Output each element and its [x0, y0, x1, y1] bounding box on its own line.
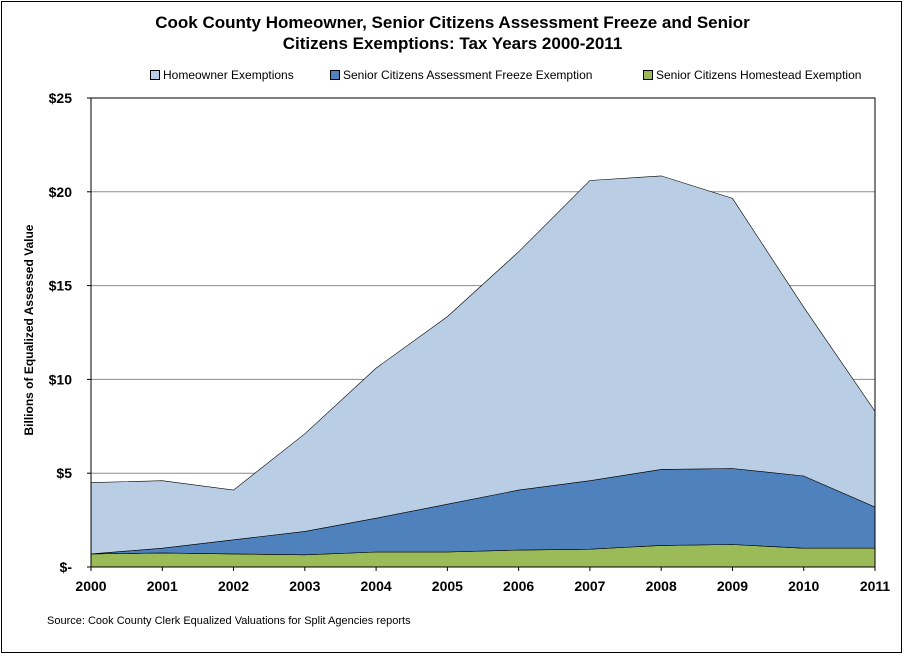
- chart-title-line-2: Citizens Exemptions: Tax Years 2000-2011: [282, 34, 623, 53]
- legend-item-homeowner: Homeowner Exemptions: [150, 68, 294, 82]
- legend-swatch-homeowner: [150, 70, 160, 80]
- x-tick-label-1: 2001: [147, 578, 178, 594]
- chart-title-line-1: Cook County Homeowner, Senior Citizens A…: [155, 13, 750, 32]
- source-note: Source: Cook County Clerk Equalized Valu…: [47, 615, 411, 627]
- legend-item-freeze: Senior Citizens Assessment Freeze Exempt…: [330, 68, 592, 82]
- x-tick-label-9: 2009: [717, 578, 748, 594]
- y-tick-label-4: $20: [49, 184, 73, 200]
- y-tick-label-0: $-: [60, 559, 73, 575]
- legend-swatch-freeze: [330, 70, 340, 80]
- legend-item-homestead: Senior Citizens Homestead Exemption: [643, 68, 861, 82]
- x-tick-label-2: 2002: [218, 578, 249, 594]
- x-tick-label-5: 2005: [432, 578, 463, 594]
- y-tick-label-5: $25: [49, 90, 73, 106]
- x-tick-label-7: 2007: [574, 578, 605, 594]
- legend-label-freeze: Senior Citizens Assessment Freeze Exempt…: [343, 68, 593, 82]
- y-tick-label-1: $5: [56, 465, 72, 481]
- chart-legend: Homeowner Exemptions Senior Citizens Ass…: [0, 68, 905, 86]
- x-tick-label-4: 2004: [361, 578, 392, 594]
- x-tick-label-0: 2000: [75, 578, 106, 594]
- plot-border: [90, 97, 876, 568]
- y-tick-label-3: $15: [49, 278, 73, 294]
- x-tick-label-6: 2006: [503, 578, 534, 594]
- x-tick-label-8: 2008: [646, 578, 677, 594]
- x-tick-label-10: 2010: [788, 578, 819, 594]
- legend-label-homestead: Senior Citizens Homestead Exemption: [656, 68, 862, 82]
- y-tick-label-2: $10: [49, 371, 73, 387]
- x-tick-label-11: 2011: [860, 578, 891, 594]
- x-tick-label-3: 2003: [289, 578, 320, 594]
- legend-swatch-homestead: [643, 70, 653, 80]
- chart-title: Cook County Homeowner, Senior Citizens A…: [0, 12, 905, 54]
- legend-label-homeowner: Homeowner Exemptions: [163, 68, 294, 82]
